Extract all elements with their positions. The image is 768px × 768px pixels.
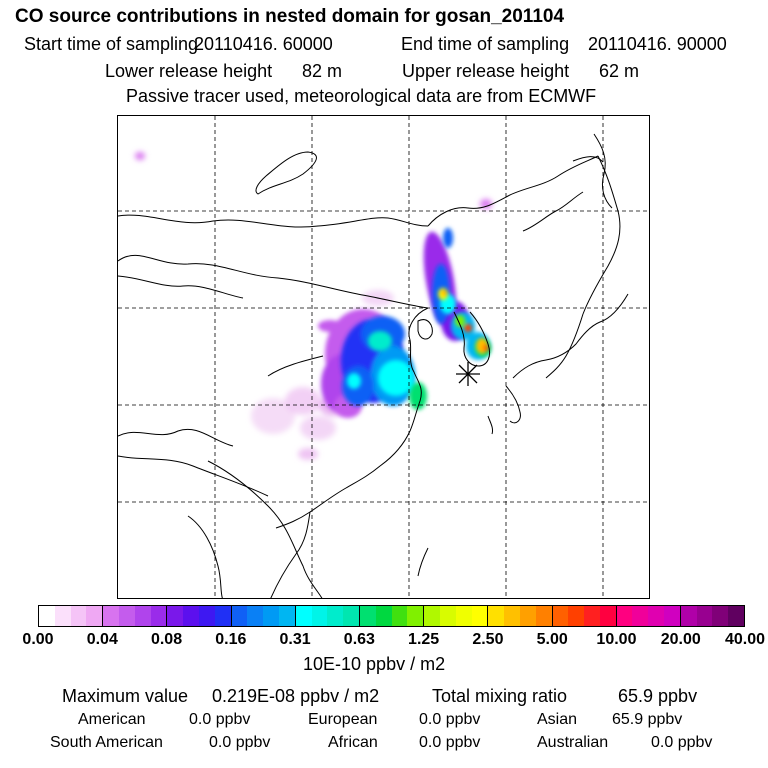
region-american-label: American (78, 711, 146, 728)
colorbar-tick-label: 40.00 (724, 631, 766, 648)
region-european-value: 0.0 ppbv (419, 711, 481, 728)
colorbar-swatch (728, 606, 745, 626)
region-african-label: African (328, 734, 378, 751)
colorbar-swatch (295, 606, 312, 626)
colorbar-swatch (535, 606, 553, 626)
region-asian-value: 65.9 ppbv (612, 711, 683, 728)
colorbar-swatch (424, 606, 440, 626)
colorbar-swatch (616, 606, 633, 626)
upper-release-value: 62 m (599, 61, 640, 81)
colorbar-swatch (327, 606, 344, 626)
colorbar-swatch (664, 606, 681, 626)
colorbar-swatch (183, 606, 199, 626)
colorbar-swatch (375, 606, 392, 626)
colorbar-tick-label: 1.25 (408, 631, 440, 648)
colorbar-swatch (455, 606, 472, 626)
colorbar-swatch (343, 606, 360, 626)
region-south-american-label: South American (50, 734, 163, 751)
colorbar (38, 605, 745, 627)
lower-release-value: 82 m (302, 61, 343, 81)
colorbar-swatch (712, 606, 729, 626)
colorbar-swatch (263, 606, 279, 626)
colorbar-tick-label: 20.00 (660, 631, 701, 648)
colorbar-tick-label: 0.31 (279, 631, 311, 648)
plume-field (135, 152, 492, 460)
region-european-label: European (308, 711, 378, 728)
max-value-label: Maximum value (62, 686, 189, 706)
colorbar-swatch (471, 606, 489, 626)
region-south-american-value: 0.0 ppbv (209, 734, 271, 751)
colorbar-tick-label: 0.08 (150, 631, 183, 648)
colorbar-swatch (118, 606, 135, 626)
colorbar-tick-label: 2.50 (472, 631, 504, 648)
colorbar-swatch (632, 606, 649, 626)
region-asian-label: Asian (537, 711, 578, 728)
colorbar-swatch (39, 606, 55, 626)
colorbar-swatch (167, 606, 184, 626)
region-african-value: 0.0 ppbv (419, 734, 481, 751)
colorbar-swatch (54, 606, 71, 626)
colorbar-swatch (552, 606, 569, 626)
map-title: CO source contributions in nested domain… (15, 6, 565, 27)
colorbar-swatch (198, 606, 215, 626)
colorbar-tick-label: 0.63 (343, 631, 375, 648)
region-australian-label: Australian (537, 734, 609, 751)
lower-release-label: Lower release height (105, 61, 273, 81)
upper-release-label: Upper release height (402, 61, 570, 81)
source-contribution-map (117, 115, 650, 599)
colorbar-unit-label: 10E-10 ppbv / m2 (303, 654, 446, 674)
colorbar-tick-label: 10.00 (596, 631, 637, 648)
colorbar-swatch (214, 606, 232, 626)
colorbar-swatch (519, 606, 536, 626)
colorbar-tick-label: 0.04 (86, 631, 118, 648)
colorbar-swatch (311, 606, 328, 626)
max-value: 0.219E-08 ppbv / m2 (212, 686, 380, 706)
tracer-note: Passive tracer used, meteorological data… (126, 86, 597, 106)
plume-hotspots (438, 288, 489, 354)
colorbar-swatch (407, 606, 425, 626)
colorbar-swatch (584, 606, 600, 626)
colorbar-swatch (103, 606, 119, 626)
colorbar-swatch (391, 606, 408, 626)
colorbar-tick-label: 0.00 (22, 631, 54, 648)
colorbar-tick-label: 5.00 (536, 631, 568, 648)
colorbar-swatch (504, 606, 520, 626)
colorbar-swatch (696, 606, 713, 626)
end-time-value: 20110416. 90000 (588, 34, 727, 54)
region-australian-value: 0.0 ppbv (651, 734, 713, 751)
colorbar-swatch (247, 606, 264, 626)
colorbar-swatch (359, 606, 376, 626)
colorbar-swatch (599, 606, 617, 626)
colorbar-swatch (231, 606, 248, 626)
map-canvas (118, 116, 649, 598)
lat-lon-grid (118, 116, 649, 598)
colorbar-swatch (150, 606, 168, 626)
colorbar-swatch (70, 606, 87, 626)
colorbar-swatch (86, 606, 104, 626)
end-time-label: End time of sampling (401, 34, 570, 54)
colorbar-swatch (134, 606, 151, 626)
total-mixing-ratio-value: 65.9 ppbv (618, 686, 698, 706)
colorbar-swatch (680, 606, 697, 626)
coastlines (118, 133, 629, 598)
colorbar-swatch (568, 606, 585, 626)
total-mixing-ratio-label: Total mixing ratio (432, 686, 568, 706)
colorbar-swatch (439, 606, 456, 626)
colorbar-swatch (278, 606, 296, 626)
start-time-label: Start time of sampling (24, 34, 199, 54)
colorbar-swatch (488, 606, 505, 626)
receptor-star-icon (456, 362, 480, 386)
colorbar-tick-label: 0.16 (215, 631, 247, 648)
start-time-value: 20110416. 60000 (194, 34, 333, 54)
colorbar-swatch (648, 606, 665, 626)
region-american-value: 0.0 ppbv (189, 711, 251, 728)
